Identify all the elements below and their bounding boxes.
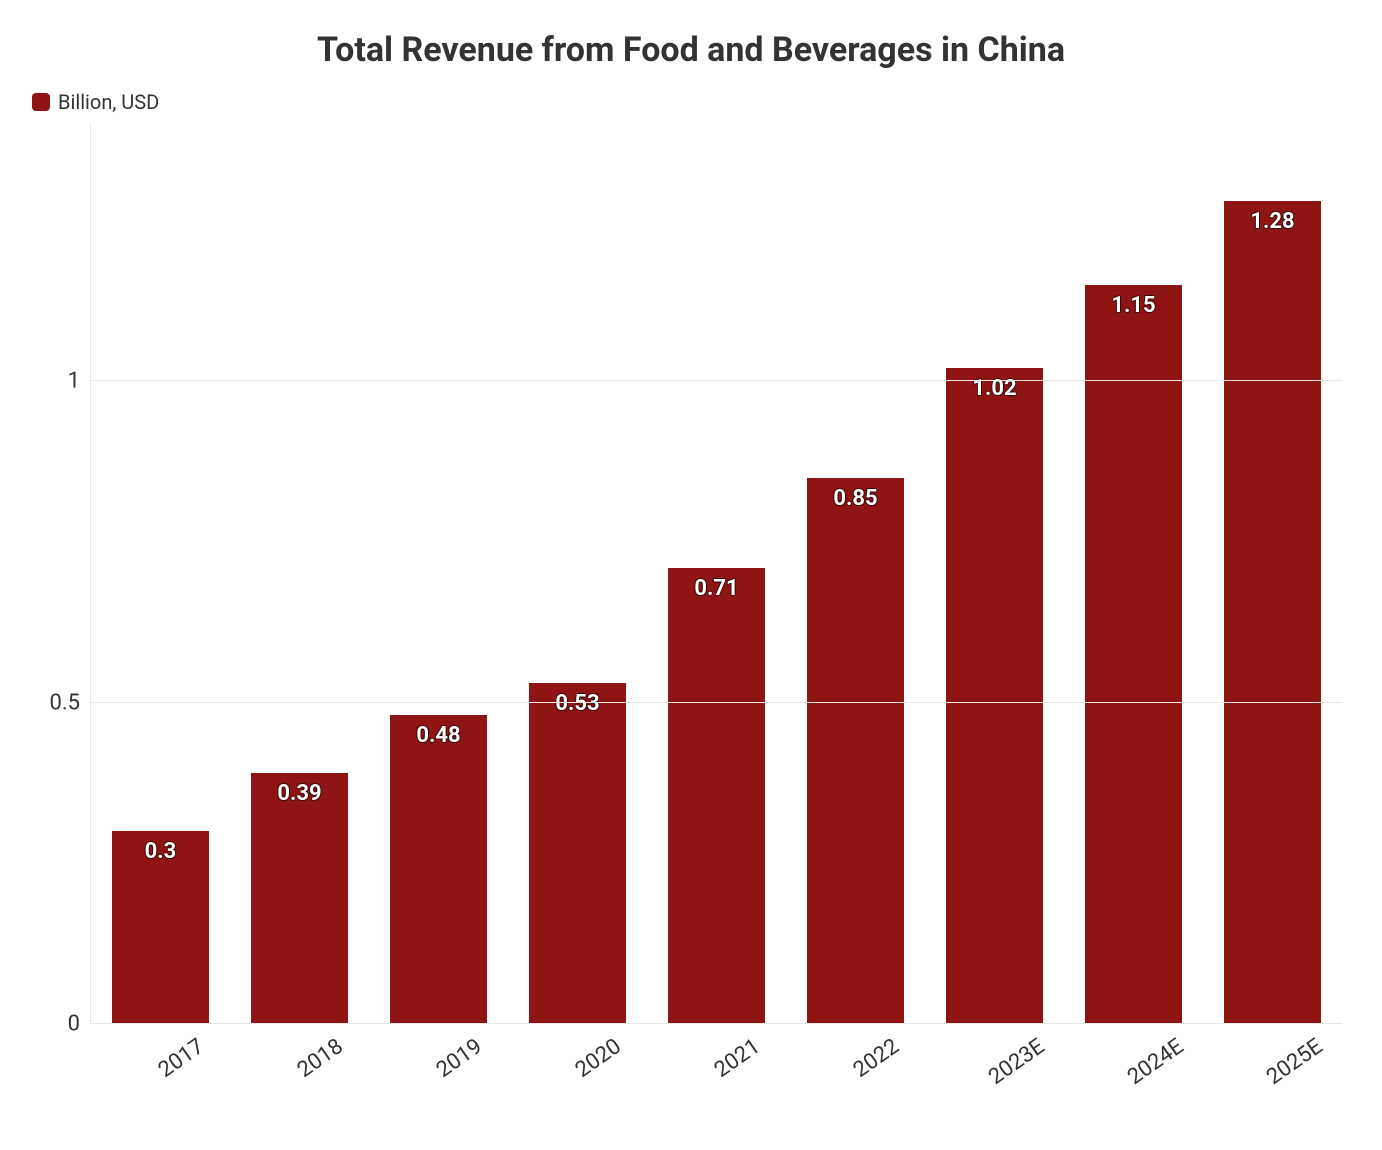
bar-slot: 0.85 <box>786 124 925 1024</box>
bar-slot: 1.02 <box>925 124 1064 1024</box>
bar: 0.48 <box>390 715 487 1024</box>
legend-swatch <box>32 93 50 111</box>
bar-slot: 0.71 <box>647 124 786 1024</box>
x-tick-slot: 2021 <box>646 1024 785 1084</box>
plot-outer: 00.51 0.30.390.480.530.710.851.021.151.2… <box>30 124 1352 1084</box>
y-axis: 00.51 <box>30 124 90 1024</box>
bar-slot: 1.15 <box>1064 124 1203 1024</box>
legend: Billion, USD <box>32 90 1352 114</box>
x-tick-slot: 2018 <box>229 1024 368 1084</box>
x-tick-slot: 2023E <box>925 1024 1064 1084</box>
x-tick-slot: 2017 <box>90 1024 229 1084</box>
x-tick-label: 2021 <box>710 1034 765 1083</box>
bar: 0.3 <box>112 831 209 1024</box>
bars-container: 0.3 0.39 0.48 0.53 0.71 0.85 1.02 1.15 1.28 <box>91 124 1342 1024</box>
bar-value-label: 1.15 <box>1111 293 1155 318</box>
bar: 1.28 <box>1224 201 1321 1024</box>
y-tick-label: 1 <box>68 369 80 394</box>
bar-value-label: 0.85 <box>833 486 877 511</box>
bar: 0.39 <box>251 773 348 1024</box>
x-tick-label: 2022 <box>849 1034 904 1083</box>
y-tick-label: 0.5 <box>49 690 80 715</box>
plot-area: 0.3 0.39 0.48 0.53 0.71 0.85 1.02 1.15 1.28 <box>90 124 1342 1024</box>
bar: 0.53 <box>529 683 626 1024</box>
x-tick-slot: 2025E <box>1203 1024 1342 1084</box>
bar-value-label: 0.3 <box>145 839 177 864</box>
x-tick-slot: 2020 <box>507 1024 646 1084</box>
x-tick-label: 2017 <box>154 1034 209 1083</box>
bar: 1.02 <box>946 368 1043 1024</box>
bar-value-label: 0.48 <box>416 723 460 748</box>
bar-value-label: 1.28 <box>1250 209 1294 234</box>
x-tick-label: 2025E <box>1263 1034 1328 1090</box>
x-tick-slot: 2024E <box>1064 1024 1203 1084</box>
x-tick-label: 2023E <box>984 1034 1049 1090</box>
gridline <box>91 702 1342 703</box>
bar: 1.15 <box>1085 285 1182 1024</box>
bar-value-label: 0.71 <box>694 576 738 601</box>
x-tick-label: 2024E <box>1124 1034 1189 1090</box>
bar-slot: 0.48 <box>369 124 508 1024</box>
bar-value-label: 0.53 <box>555 691 599 716</box>
bar-slot: 0.39 <box>230 124 369 1024</box>
x-tick-slot: 2019 <box>368 1024 507 1084</box>
legend-label: Billion, USD <box>58 90 159 114</box>
bar-slot: 0.53 <box>508 124 647 1024</box>
gridline <box>91 380 1342 381</box>
x-tick-label: 2020 <box>571 1034 626 1083</box>
bar-value-label: 0.39 <box>277 781 321 806</box>
y-tick-label: 0 <box>68 1012 80 1037</box>
x-axis: 2017 2018 2019 2020 2021 2022 2023E2024E2025E <box>90 1024 1342 1084</box>
bar-slot: 0.3 <box>91 124 230 1024</box>
chart-container: Total Revenue from Food and Beverages in… <box>0 0 1382 1150</box>
bar: 0.85 <box>807 478 904 1024</box>
x-tick-label: 2019 <box>432 1034 487 1083</box>
bar-slot: 1.28 <box>1203 124 1342 1024</box>
chart-title: Total Revenue from Food and Beverages in… <box>30 30 1352 70</box>
bar: 0.71 <box>668 568 765 1024</box>
x-tick-label: 2018 <box>293 1034 348 1083</box>
x-tick-slot: 2022 <box>786 1024 925 1084</box>
